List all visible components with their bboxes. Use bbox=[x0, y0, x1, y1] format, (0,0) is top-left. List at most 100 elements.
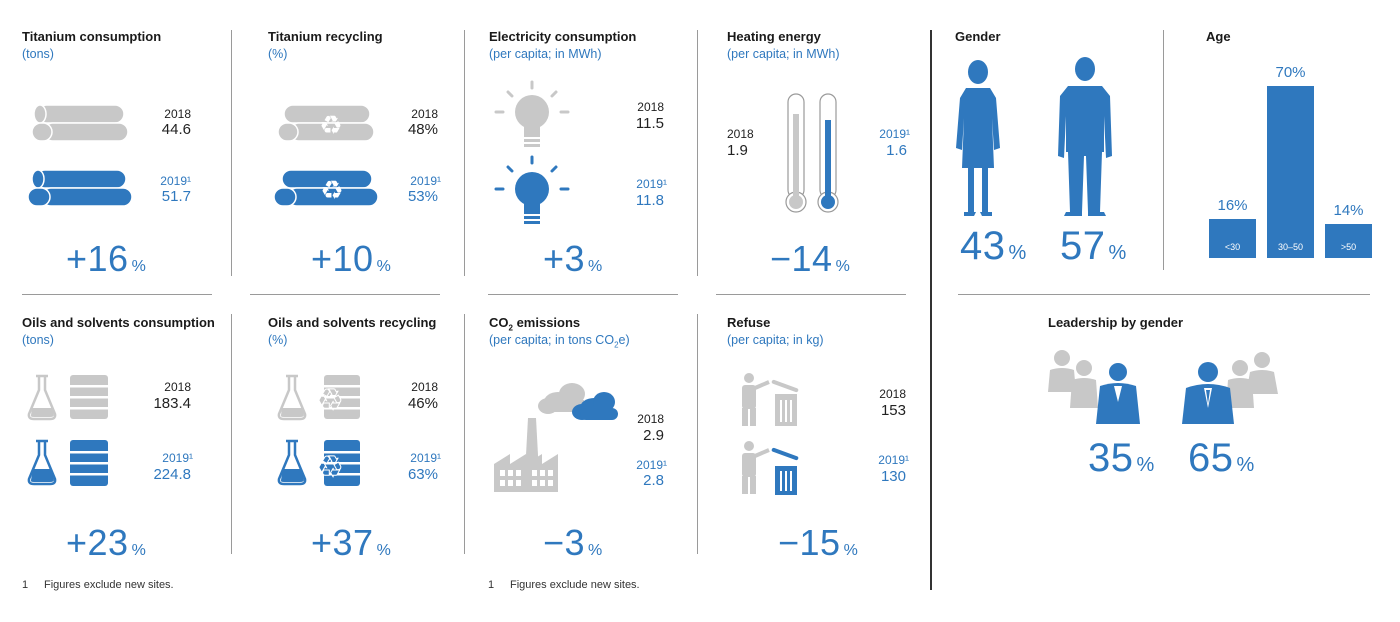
leadership-female-icon bbox=[1048, 350, 1140, 424]
panel-title: Oils and solvents recycling bbox=[268, 315, 437, 330]
panel-title: Leadership by gender bbox=[1048, 315, 1184, 330]
age-bar-chart: <30 16% 30–50 70% >50 14% bbox=[1200, 60, 1380, 260]
divider bbox=[231, 30, 232, 276]
year-label: 2019¹ bbox=[636, 177, 667, 191]
value-2018: 2.9 bbox=[643, 427, 664, 444]
age-bar-value-label: 16% bbox=[1217, 197, 1248, 214]
panel-title: Heating energy bbox=[727, 29, 821, 44]
change-value: +37% bbox=[311, 522, 392, 563]
change-value: +16% bbox=[66, 238, 147, 279]
age-bar bbox=[1209, 219, 1256, 258]
lightbulb-2018-icon bbox=[494, 80, 570, 147]
person-trash-2019-icon bbox=[742, 441, 799, 495]
change-value: +23% bbox=[66, 522, 147, 563]
value-2018: 183.4 bbox=[153, 395, 191, 412]
panel-subtitle: (tons) bbox=[22, 47, 54, 61]
age-bar-value-label: 14% bbox=[1333, 202, 1364, 219]
flask-barrel-2018-icon bbox=[27, 374, 108, 421]
value-2018: 11.5 bbox=[635, 115, 664, 132]
divider bbox=[1163, 30, 1164, 270]
change-value: −3% bbox=[543, 522, 603, 563]
woman-icon bbox=[956, 60, 1000, 216]
divider bbox=[464, 314, 465, 554]
panel-title: Gender bbox=[955, 29, 1001, 44]
factory-cloud-icon bbox=[494, 383, 618, 492]
main-divider bbox=[930, 30, 932, 590]
panel-subtitle: (%) bbox=[268, 333, 288, 347]
flask-barrel-2019-icon bbox=[27, 439, 108, 486]
value-2019: 63% bbox=[407, 466, 438, 483]
change-value: −14% bbox=[770, 238, 851, 279]
value-2018: 44.6 bbox=[161, 121, 191, 138]
man-icon bbox=[1058, 57, 1112, 216]
leadership-female-value: 35% bbox=[1088, 436, 1155, 480]
value-2018: 1.9 bbox=[727, 142, 748, 159]
year-label: 2018 bbox=[411, 380, 438, 394]
divider bbox=[716, 294, 906, 295]
age-bar bbox=[1325, 224, 1372, 258]
year-label: 2019¹ bbox=[878, 453, 909, 467]
change-value: +3% bbox=[543, 238, 603, 279]
value-2019: 51.7 bbox=[161, 188, 191, 205]
titanium-pipes-2018-icon bbox=[31, 104, 129, 142]
year-label: 2018 bbox=[637, 100, 664, 114]
flask-recycle-2018-icon: ♻ bbox=[277, 374, 360, 421]
titanium-pipes-2019-icon bbox=[27, 169, 133, 207]
panel-title: Electricity consumption bbox=[489, 29, 637, 44]
year-label: 2018 bbox=[164, 380, 191, 394]
panel-subtitle: (per capita; in tons CO2e) bbox=[489, 333, 630, 350]
panel-title: Titanium consumption bbox=[22, 29, 162, 44]
panel-title: Oils and solvents consumption bbox=[22, 315, 215, 330]
svg-text:♻: ♻ bbox=[317, 383, 344, 418]
year-label: 2018 bbox=[727, 127, 754, 141]
year-label: 2019¹ bbox=[162, 451, 193, 465]
panel-title: Titanium recycling bbox=[268, 29, 383, 44]
divider bbox=[697, 30, 698, 276]
change-value: +10% bbox=[311, 238, 392, 279]
year-label: 2019¹ bbox=[410, 451, 441, 465]
age-bar-category: 30–50 bbox=[1277, 242, 1304, 252]
change-value: −15% bbox=[778, 522, 859, 563]
svg-text:♻: ♻ bbox=[320, 176, 343, 206]
year-label: 2018 bbox=[411, 107, 438, 121]
panel-subtitle: (per capita; in kg) bbox=[727, 333, 824, 347]
recycled-pipes-2019-icon: ♻ bbox=[273, 169, 379, 207]
age-bar-category: >50 bbox=[1340, 242, 1357, 252]
value-2018: 153 bbox=[880, 402, 906, 419]
lightbulb-2019-icon bbox=[494, 155, 570, 224]
divider bbox=[488, 294, 678, 295]
year-label: 2018 bbox=[164, 107, 191, 121]
divider bbox=[958, 294, 1370, 295]
year-label: 2019¹ bbox=[879, 127, 910, 141]
divider bbox=[250, 294, 440, 295]
value-2019: 2.8 bbox=[643, 472, 664, 489]
value-2019: 1.6 bbox=[886, 142, 907, 159]
svg-text:♻: ♻ bbox=[319, 111, 342, 141]
gender-male-value: 57% bbox=[1060, 224, 1127, 268]
footnote: 1 Figures exclude new sites. bbox=[488, 579, 640, 591]
year-label: 2019¹ bbox=[410, 174, 441, 188]
panel-subtitle: (tons) bbox=[22, 333, 54, 347]
svg-text:♻: ♻ bbox=[317, 450, 344, 485]
recycled-pipes-2018-icon: ♻ bbox=[277, 104, 375, 142]
panel-subtitle: (per capita; in MWh) bbox=[727, 47, 840, 61]
thermometers-icon bbox=[785, 93, 839, 213]
age-bar-value-label: 70% bbox=[1275, 64, 1306, 81]
value-2019: 224.8 bbox=[153, 466, 191, 483]
leadership-male-icon bbox=[1182, 352, 1278, 424]
age-bar-category: <30 bbox=[1224, 242, 1241, 252]
age-bar bbox=[1267, 86, 1314, 258]
gender-female-value: 43% bbox=[960, 224, 1027, 268]
year-label: 2019¹ bbox=[636, 458, 667, 472]
value-2019: 11.8 bbox=[635, 192, 664, 209]
year-label: 2019¹ bbox=[160, 174, 191, 188]
panel-title: CO2 emissions bbox=[489, 315, 581, 333]
value-2019: 130 bbox=[880, 468, 906, 485]
chart-title: Age bbox=[1206, 29, 1231, 44]
year-label: 2018 bbox=[879, 387, 906, 401]
value-2018: 48% bbox=[407, 121, 438, 138]
panel-subtitle: (%) bbox=[268, 47, 288, 61]
value-2019: 53% bbox=[407, 188, 438, 205]
flask-recycle-2019-icon: ♻ bbox=[277, 439, 360, 486]
panel-title: Refuse bbox=[727, 315, 771, 330]
